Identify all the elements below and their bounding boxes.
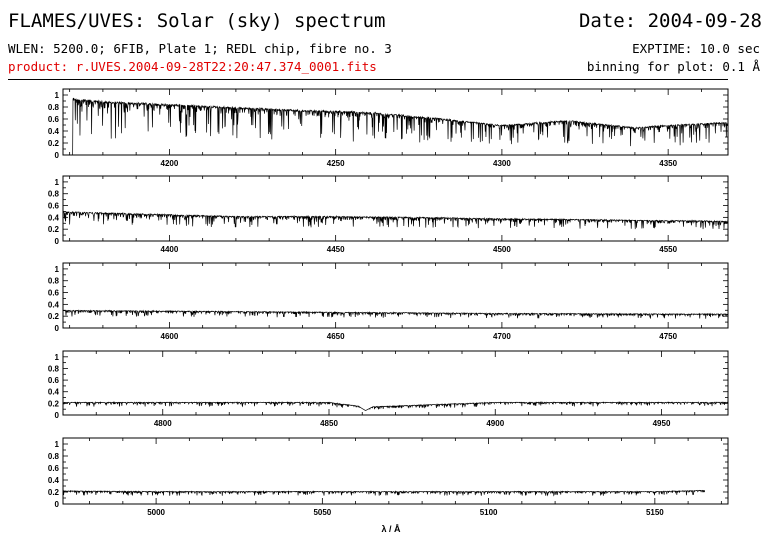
y-tick-label: 0.2 xyxy=(48,399,60,408)
x-tick-label: 4500 xyxy=(493,245,511,254)
x-tick-label: 4700 xyxy=(493,332,511,341)
x-tick-label: 4950 xyxy=(653,419,671,428)
spectrum-panel-4: 0 0.2 0.4 0.6 0.8 1 4800 4850 4900 4950 xyxy=(48,350,729,428)
plot-frame xyxy=(62,262,729,329)
x-tick-label: 4450 xyxy=(327,245,345,254)
spectrum-line xyxy=(63,97,729,156)
y-tick-label: 0.4 xyxy=(48,213,60,222)
y-tick-label: 0.8 xyxy=(48,103,60,112)
y-tick-label: 0.6 xyxy=(48,202,60,211)
x-tick-label: 4650 xyxy=(327,332,345,341)
y-tick-label: 0.4 xyxy=(48,476,60,485)
y-tick-label: 1 xyxy=(55,91,60,100)
plot-frame xyxy=(62,88,729,156)
y-tick-label: 0 xyxy=(55,324,60,333)
y-tick-label: 0.4 xyxy=(48,300,60,309)
y-tick-label: 0.8 xyxy=(48,364,60,373)
x-tick-label: 5150 xyxy=(646,508,664,517)
y-tick-label: 0 xyxy=(55,151,60,160)
spectrum-panel-2: 0 0.2 0.4 0.6 0.8 1 4400 4450 4500 4550 xyxy=(48,175,729,254)
x-tick-label: 5100 xyxy=(480,508,498,517)
y-tick-label: 0.6 xyxy=(48,289,60,298)
date-label: Date: 2004-09-28 xyxy=(578,10,762,32)
y-tick-label: 1 xyxy=(55,353,60,362)
y-tick-label: 0.2 xyxy=(48,488,60,497)
spectrum-line xyxy=(62,210,729,230)
y-tick-label: 1 xyxy=(55,440,60,449)
x-tick-label: 4600 xyxy=(161,332,179,341)
spectrum-panel-5: 0 0.2 0.4 0.6 0.8 1 5000 5050 5100 5150 xyxy=(48,437,729,517)
y-tick-label: 0 xyxy=(55,237,60,246)
x-tick-label: 5050 xyxy=(313,508,331,517)
binning-label: binning for plot: 0.1 Å xyxy=(586,59,760,74)
y-tick-label: 0 xyxy=(55,411,60,420)
plot-frame xyxy=(62,350,729,416)
y-tick-label: 0.6 xyxy=(48,464,60,473)
spectrum-line xyxy=(62,489,706,497)
plot-frame xyxy=(62,437,729,505)
y-tick-label: 0.2 xyxy=(48,139,60,148)
header-divider xyxy=(8,79,728,80)
x-tick-label: 4400 xyxy=(161,245,179,254)
y-tick-label: 0.4 xyxy=(48,388,60,397)
x-tick-label: 4850 xyxy=(320,419,338,428)
y-tick-label: 1 xyxy=(55,178,60,187)
y-tick-label: 0.6 xyxy=(48,115,60,124)
x-tick-label: 4300 xyxy=(493,159,511,168)
spectrum-panel-3: 0 0.2 0.4 0.6 0.8 1 4600 4650 4700 4750 xyxy=(48,262,729,341)
y-tick-label: 0.8 xyxy=(48,277,60,286)
setup-info: WLEN: 5200.0; 6FIB, Plate 1; REDL chip, … xyxy=(8,41,392,56)
x-tick-label: 4750 xyxy=(659,332,677,341)
spectrum-line xyxy=(62,400,728,411)
x-tick-label: 4550 xyxy=(659,245,677,254)
page-title: FLAMES/UVES: Solar (sky) spectrum xyxy=(8,10,386,32)
product-filename: product: r.UVES.2004-09-28T22:20:47.374_… xyxy=(8,59,377,74)
spectrum-panel-1: 0 0.2 0.4 0.6 0.8 1 4200 4250 4300 4350 xyxy=(48,88,729,168)
y-tick-label: 0.6 xyxy=(48,376,60,385)
y-tick-label: 0.2 xyxy=(48,225,60,234)
x-tick-label: 4200 xyxy=(161,159,179,168)
x-tick-label: 4800 xyxy=(154,419,172,428)
x-tick-label: 4350 xyxy=(659,159,677,168)
y-tick-label: 1 xyxy=(55,265,60,274)
x-tick-label: 4250 xyxy=(327,159,345,168)
y-tick-label: 0.2 xyxy=(48,312,60,321)
y-tick-label: 0.8 xyxy=(48,452,60,461)
exptime-label: EXPTIME: 10.0 sec xyxy=(632,41,760,56)
y-tick-label: 0 xyxy=(55,500,60,509)
x-tick-label: 4900 xyxy=(486,419,504,428)
plot-frame xyxy=(62,175,729,242)
y-tick-label: 0.4 xyxy=(48,127,60,136)
spectrum-line xyxy=(62,309,729,319)
y-tick-label: 0.8 xyxy=(48,190,60,199)
x-tick-label: 5000 xyxy=(147,508,165,517)
x-axis-label: λ / Å xyxy=(381,524,401,534)
